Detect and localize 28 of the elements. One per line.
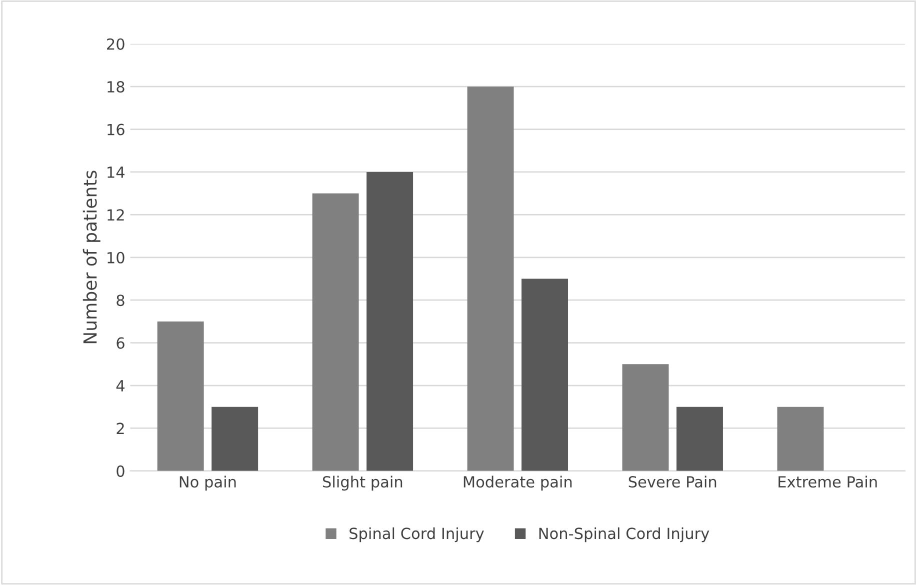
legend-label: Spinal Cord Injury [350, 527, 484, 542]
bar [522, 278, 568, 471]
x-tick-label: Moderate pain [464, 476, 572, 491]
y-tick-label: 16 [108, 124, 124, 136]
y-tick-label: 18 [108, 81, 124, 93]
bar [777, 406, 824, 471]
y-tick-label: 8 [116, 294, 124, 306]
y-tick-label: 14 [108, 166, 124, 178]
bar [312, 193, 359, 471]
y-tick-label: 12 [108, 209, 124, 220]
y-tick-label: 0 [116, 465, 124, 477]
bar [622, 364, 669, 471]
bar [212, 406, 258, 471]
x-tick-label: Slight pain [322, 476, 402, 491]
y-tick-label: 4 [116, 380, 124, 392]
y-tick-label: 2 [116, 422, 124, 434]
x-tick-label: Severe Pain [628, 476, 716, 488]
y-tick-label: 10 [108, 252, 124, 264]
bar [467, 86, 514, 471]
y-axis-title: Number of patients [82, 170, 100, 344]
bar [157, 321, 204, 471]
x-tick-label: Extreme Pain [778, 476, 877, 488]
bar [676, 406, 723, 471]
legend-label: Non-Spinal Cord Injury [539, 527, 710, 542]
y-tick-label: 20 [107, 38, 124, 50]
y-tick-label: 6 [116, 337, 124, 349]
bar [366, 172, 414, 471]
x-tick-label: No pain [180, 476, 236, 491]
